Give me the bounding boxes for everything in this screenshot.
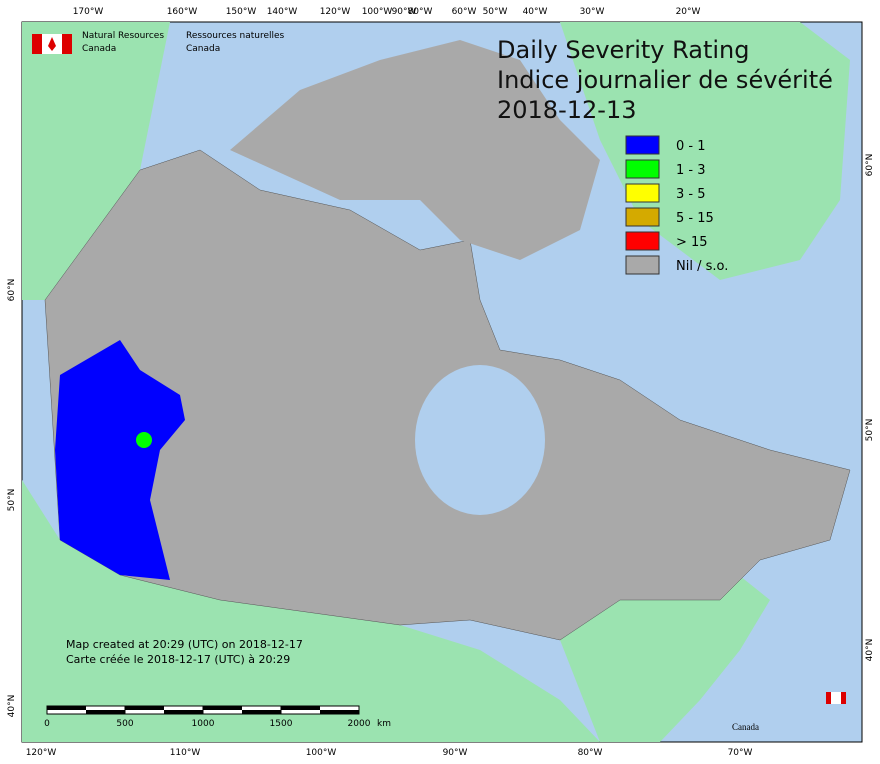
scale-segment	[47, 706, 86, 710]
nrcan-en-2: Canada	[82, 44, 116, 54]
wordmark-flag	[826, 692, 846, 704]
scale-segment	[281, 706, 320, 710]
land	[22, 22, 851, 742]
top-graticule-label: 120°W	[320, 7, 351, 17]
bottom-graticule-label: 120°W	[26, 748, 57, 758]
legend-label: 0 - 1	[676, 139, 706, 154]
top-graticule-label: 60°W	[452, 7, 477, 17]
scale-label: 500	[116, 719, 133, 729]
legend-swatch	[625, 135, 660, 155]
title-fr: Indice journalier de sévérité	[497, 66, 833, 94]
bottom-graticule-label: 90°W	[443, 748, 468, 758]
left-graticule-label: 40°N	[7, 695, 17, 718]
top-graticule-label: 150°W	[226, 7, 257, 17]
top-graticule-label: 160°W	[167, 7, 198, 17]
legend-swatch	[625, 255, 660, 275]
dsr-0-1-region	[55, 340, 185, 580]
scale-segment	[125, 706, 164, 710]
top-graticule-label: 140°W	[267, 7, 298, 17]
title-date: 2018-12-13	[497, 96, 636, 124]
top-graticule-label: 50°W	[483, 7, 508, 17]
right-graticule-label: 50°N	[865, 419, 875, 442]
legend-label: > 15	[676, 235, 708, 250]
scale-label: 1000	[192, 719, 215, 729]
usa-east	[560, 560, 770, 742]
dsr-1-3-region	[136, 432, 152, 448]
legend-swatch	[625, 183, 660, 203]
usa	[22, 480, 600, 742]
canada-wordmark: Canada	[732, 722, 759, 732]
hudson-bay	[415, 365, 545, 515]
legend-swatch	[625, 207, 660, 227]
alaska	[22, 22, 170, 300]
nrcan-fr-1: Ressources naturelles	[186, 31, 285, 41]
legend-swatch	[625, 231, 660, 251]
scale-label: 2000	[348, 719, 371, 729]
legend-label: Nil / s.o.	[676, 259, 728, 274]
nrcan-en-1: Natural Resources	[82, 31, 164, 41]
legend-label: 3 - 5	[676, 187, 706, 202]
greenland	[560, 22, 850, 280]
nrcan-fr-2: Canada	[186, 44, 220, 54]
bottom-graticule-label: 110°W	[170, 748, 201, 758]
arctic-islands	[230, 40, 600, 260]
scale-unit: km	[377, 719, 391, 729]
top-graticule-label: 20°W	[676, 7, 701, 17]
bottom-graticule-label: 100°W	[306, 748, 337, 758]
credit-fr: Carte créée le 2018-12-17 (UTC) à 20:29	[66, 653, 290, 666]
top-graticule-label: 100°W	[362, 7, 393, 17]
nrcan-flag	[32, 34, 72, 54]
legend-label: 5 - 15	[676, 211, 714, 226]
scale-label: 1500	[270, 719, 293, 729]
top-graticule-label: 40°W	[523, 7, 548, 17]
bottom-graticule-label: 70°W	[728, 748, 753, 758]
scale-segment	[86, 710, 125, 714]
top-graticule-label: 30°W	[580, 7, 605, 17]
credit-en: Map created at 20:29 (UTC) on 2018-12-17	[66, 638, 303, 651]
top-graticule-label: 90°W	[392, 7, 417, 17]
title-en: Daily Severity Rating	[497, 36, 749, 64]
scale-segment	[164, 710, 203, 714]
scale-segment	[320, 710, 359, 714]
top-graticule-label: 170°W	[73, 7, 104, 17]
scale-label: 0	[44, 719, 50, 729]
scale-segment	[203, 706, 242, 710]
scale-segment	[242, 710, 281, 714]
left-graticule-label: 60°N	[7, 279, 17, 302]
legend-swatch	[625, 159, 660, 179]
legend-label: 1 - 3	[676, 163, 706, 178]
top-graticule-label: 80°W	[408, 7, 433, 17]
left-graticule-label: 50°N	[7, 489, 17, 512]
bottom-graticule-label: 80°W	[578, 748, 603, 758]
right-graticule-label: 40°N	[865, 639, 875, 662]
right-graticule-label: 60°N	[865, 154, 875, 177]
